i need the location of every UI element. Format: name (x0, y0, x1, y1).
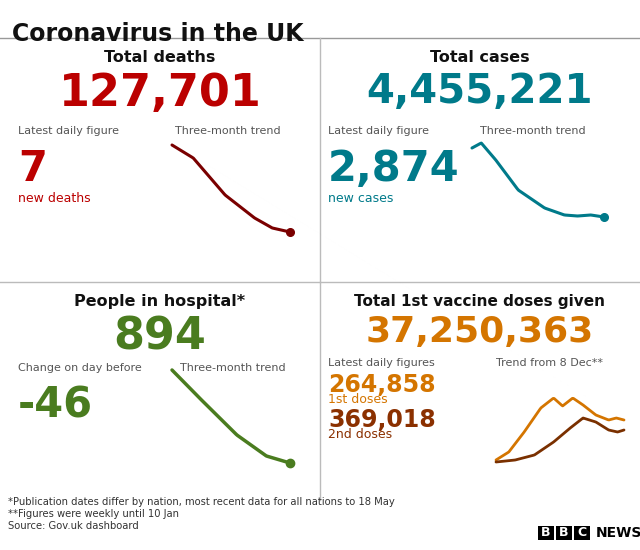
Text: -46: -46 (18, 385, 93, 427)
Text: C: C (577, 526, 587, 540)
Text: NEWS: NEWS (596, 526, 640, 540)
Text: new deaths: new deaths (18, 192, 91, 205)
Text: Three-month trend: Three-month trend (180, 363, 285, 373)
FancyBboxPatch shape (538, 526, 554, 540)
Text: Three-month trend: Three-month trend (175, 126, 280, 136)
Text: Total 1st vaccine doses given: Total 1st vaccine doses given (355, 294, 605, 309)
Text: Total cases: Total cases (430, 50, 530, 65)
FancyBboxPatch shape (556, 526, 572, 540)
Text: B: B (559, 526, 569, 540)
Text: new cases: new cases (328, 192, 394, 205)
Text: Latest daily figures: Latest daily figures (328, 358, 435, 368)
Text: Latest daily figure: Latest daily figure (18, 126, 119, 136)
Text: 894: 894 (113, 316, 207, 359)
Text: **Figures were weekly until 10 Jan: **Figures were weekly until 10 Jan (8, 509, 179, 519)
Text: 4,455,221: 4,455,221 (367, 72, 593, 112)
FancyBboxPatch shape (574, 526, 590, 540)
Text: B: B (541, 526, 551, 540)
Text: Latest daily figure: Latest daily figure (328, 126, 429, 136)
Text: 127,701: 127,701 (59, 72, 261, 115)
Text: Three-month trend: Three-month trend (480, 126, 586, 136)
Text: *Publication dates differ by nation, most recent data for all nations to 18 May: *Publication dates differ by nation, mos… (8, 497, 395, 507)
Text: Source: Gov.uk dashboard: Source: Gov.uk dashboard (8, 521, 139, 531)
Text: Total deaths: Total deaths (104, 50, 216, 65)
Text: Change on day before: Change on day before (18, 363, 141, 373)
Text: People in hospital*: People in hospital* (74, 294, 246, 309)
Text: 37,250,363: 37,250,363 (366, 315, 594, 349)
Text: Trend from 8 Dec**: Trend from 8 Dec** (496, 358, 603, 368)
Text: Coronavirus in the UK: Coronavirus in the UK (12, 22, 303, 46)
Text: 264,858: 264,858 (328, 373, 436, 397)
Text: 2nd doses: 2nd doses (328, 428, 392, 441)
Text: 369,018: 369,018 (328, 408, 436, 432)
Text: 1st doses: 1st doses (328, 393, 388, 406)
Text: 7: 7 (18, 148, 47, 190)
Text: 2,874: 2,874 (328, 148, 460, 190)
